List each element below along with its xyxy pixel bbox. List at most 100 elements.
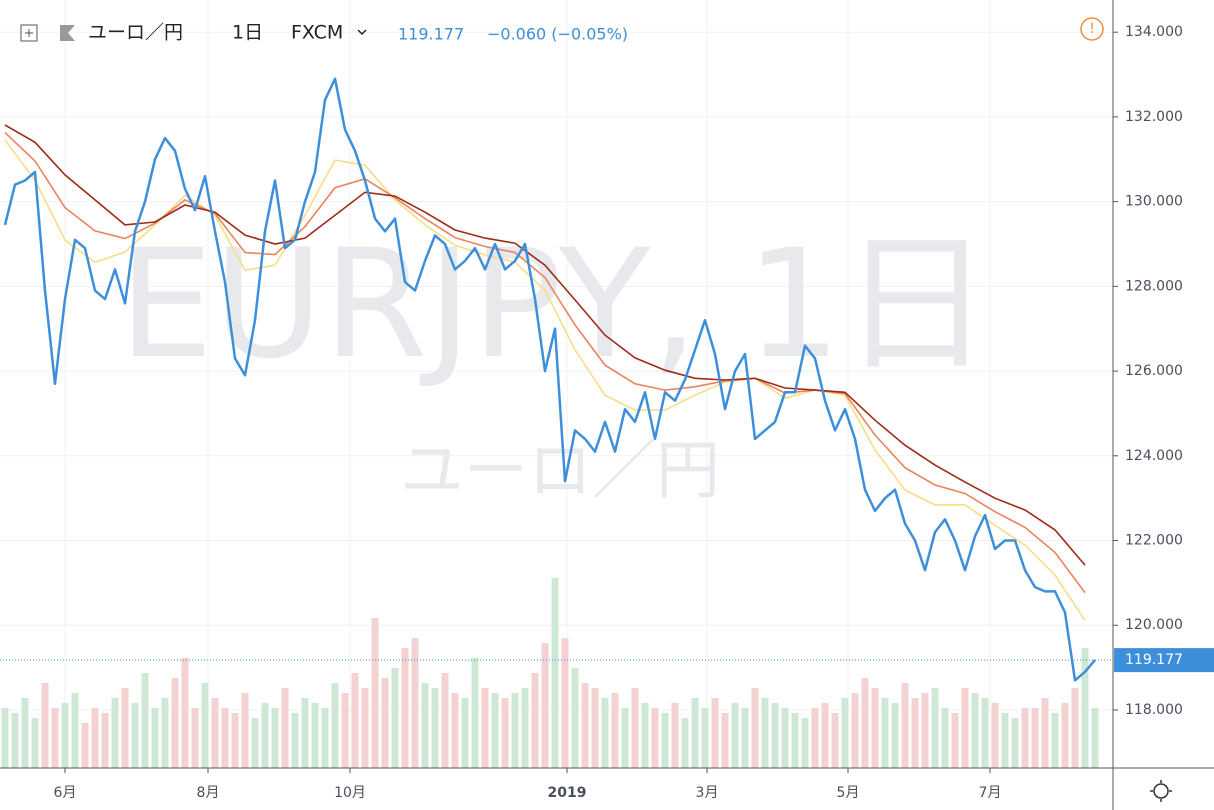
volume-bar bbox=[191, 708, 199, 768]
ribbon-line bbox=[4, 139, 1086, 621]
volume-bar bbox=[341, 693, 349, 768]
volume-bar bbox=[751, 688, 759, 768]
volume-bar bbox=[631, 688, 639, 768]
add-icon[interactable] bbox=[20, 24, 38, 42]
volume-bar bbox=[281, 688, 289, 768]
volume-bar bbox=[101, 713, 109, 768]
volume-bar bbox=[771, 703, 779, 768]
source[interactable]: FXCM bbox=[291, 22, 343, 44]
volume-bar bbox=[991, 703, 999, 768]
volume-bar bbox=[971, 693, 979, 768]
volume-bar bbox=[531, 673, 539, 768]
volume-bar bbox=[251, 718, 259, 768]
volume-bar bbox=[911, 698, 919, 768]
ribbon-line bbox=[4, 124, 1086, 566]
volume-bar bbox=[621, 708, 629, 768]
volume-bar bbox=[301, 698, 309, 768]
volume-bar bbox=[581, 683, 589, 768]
volume-bar bbox=[431, 688, 439, 768]
volume-bar bbox=[231, 713, 239, 768]
volume-bar bbox=[921, 693, 929, 768]
y-tick-label: 120.000 bbox=[1125, 617, 1183, 633]
volume-bar bbox=[811, 708, 819, 768]
volume-bar bbox=[881, 698, 889, 768]
volume-bar bbox=[1021, 708, 1029, 768]
price-line bbox=[3, 77, 1096, 682]
volume-bar bbox=[511, 693, 519, 768]
volume-bar bbox=[801, 718, 809, 768]
volume-bar bbox=[671, 703, 679, 768]
volume-bar bbox=[591, 688, 599, 768]
volume-bar bbox=[891, 703, 899, 768]
volume-bar bbox=[11, 713, 19, 768]
volume-bar bbox=[861, 678, 869, 768]
volume-bar bbox=[851, 693, 859, 768]
volume-bar bbox=[721, 713, 729, 768]
source-caret[interactable] bbox=[357, 29, 367, 36]
y-tick-label: 128.000 bbox=[1125, 278, 1183, 294]
volume-bar bbox=[1031, 708, 1039, 768]
volume-bar bbox=[981, 698, 989, 768]
volume-bar bbox=[311, 703, 319, 768]
volume-bar bbox=[931, 688, 939, 768]
y-tick-label: 118.000 bbox=[1125, 702, 1183, 718]
watermark-symbol: EURJPY, 1日 bbox=[119, 218, 992, 392]
volume-bar bbox=[141, 673, 149, 768]
volume-bar bbox=[31, 718, 39, 768]
flag-icon[interactable] bbox=[60, 25, 75, 41]
volume-bar bbox=[711, 698, 719, 768]
volume-bar bbox=[291, 713, 299, 768]
volume-bar bbox=[401, 648, 409, 768]
volume-bar bbox=[261, 703, 269, 768]
volume-bar bbox=[731, 703, 739, 768]
volume-bar bbox=[111, 698, 119, 768]
volume-bar bbox=[1041, 698, 1049, 768]
volume-bar bbox=[411, 638, 419, 768]
alert-icon-mark: ! bbox=[1089, 21, 1095, 37]
volume-bar bbox=[701, 708, 709, 768]
volume-bar bbox=[451, 693, 459, 768]
volume-bar bbox=[351, 673, 359, 768]
x-tick-label: 10月 bbox=[334, 785, 366, 801]
volume-bar bbox=[521, 688, 529, 768]
alert-icon[interactable] bbox=[1080, 17, 1104, 41]
volume-bar bbox=[601, 698, 609, 768]
volume-bar bbox=[641, 703, 649, 768]
settings-icon[interactable] bbox=[1153, 783, 1169, 799]
x-tick-label: 8月 bbox=[197, 785, 220, 801]
volume-bar bbox=[21, 698, 29, 768]
volume-bar bbox=[791, 713, 799, 768]
volume-bar bbox=[271, 708, 279, 768]
add-icon-plus bbox=[25, 29, 33, 37]
volume-bar bbox=[1, 708, 9, 768]
watermark-name: ユーロ／円 bbox=[400, 435, 720, 509]
volume-bar bbox=[71, 693, 79, 768]
volume-bar bbox=[41, 683, 49, 768]
y-tick-label: 124.000 bbox=[1125, 448, 1183, 464]
y-tick-label: 134.000 bbox=[1125, 24, 1183, 40]
volume-bar bbox=[1011, 718, 1019, 768]
volume-bar bbox=[1091, 708, 1099, 768]
ribbon-line bbox=[4, 132, 1086, 594]
volume-bar bbox=[691, 698, 699, 768]
volume-bar bbox=[241, 693, 249, 768]
volume-bar bbox=[1061, 703, 1069, 768]
volume-bar bbox=[361, 688, 369, 768]
price-change: −0.060 (−0.05%) bbox=[487, 25, 628, 44]
volume-bar bbox=[951, 713, 959, 768]
last-price-label: 119.177 bbox=[1125, 652, 1183, 668]
y-tick-label: 126.000 bbox=[1125, 363, 1183, 379]
volume-bar bbox=[121, 688, 129, 768]
last-price: 119.177 bbox=[398, 25, 464, 44]
volume-bar bbox=[681, 718, 689, 768]
volume-bar bbox=[651, 708, 659, 768]
volume-bar bbox=[1051, 713, 1059, 768]
volume-bar bbox=[421, 683, 429, 768]
volume-bar bbox=[561, 638, 569, 768]
volume-bar bbox=[901, 683, 909, 768]
interval[interactable]: 1日 bbox=[232, 22, 263, 44]
plot bbox=[0, 77, 1113, 768]
volume-bar bbox=[151, 708, 159, 768]
volume-bar bbox=[1081, 648, 1089, 768]
x-tick-label: 6月 bbox=[54, 785, 77, 801]
